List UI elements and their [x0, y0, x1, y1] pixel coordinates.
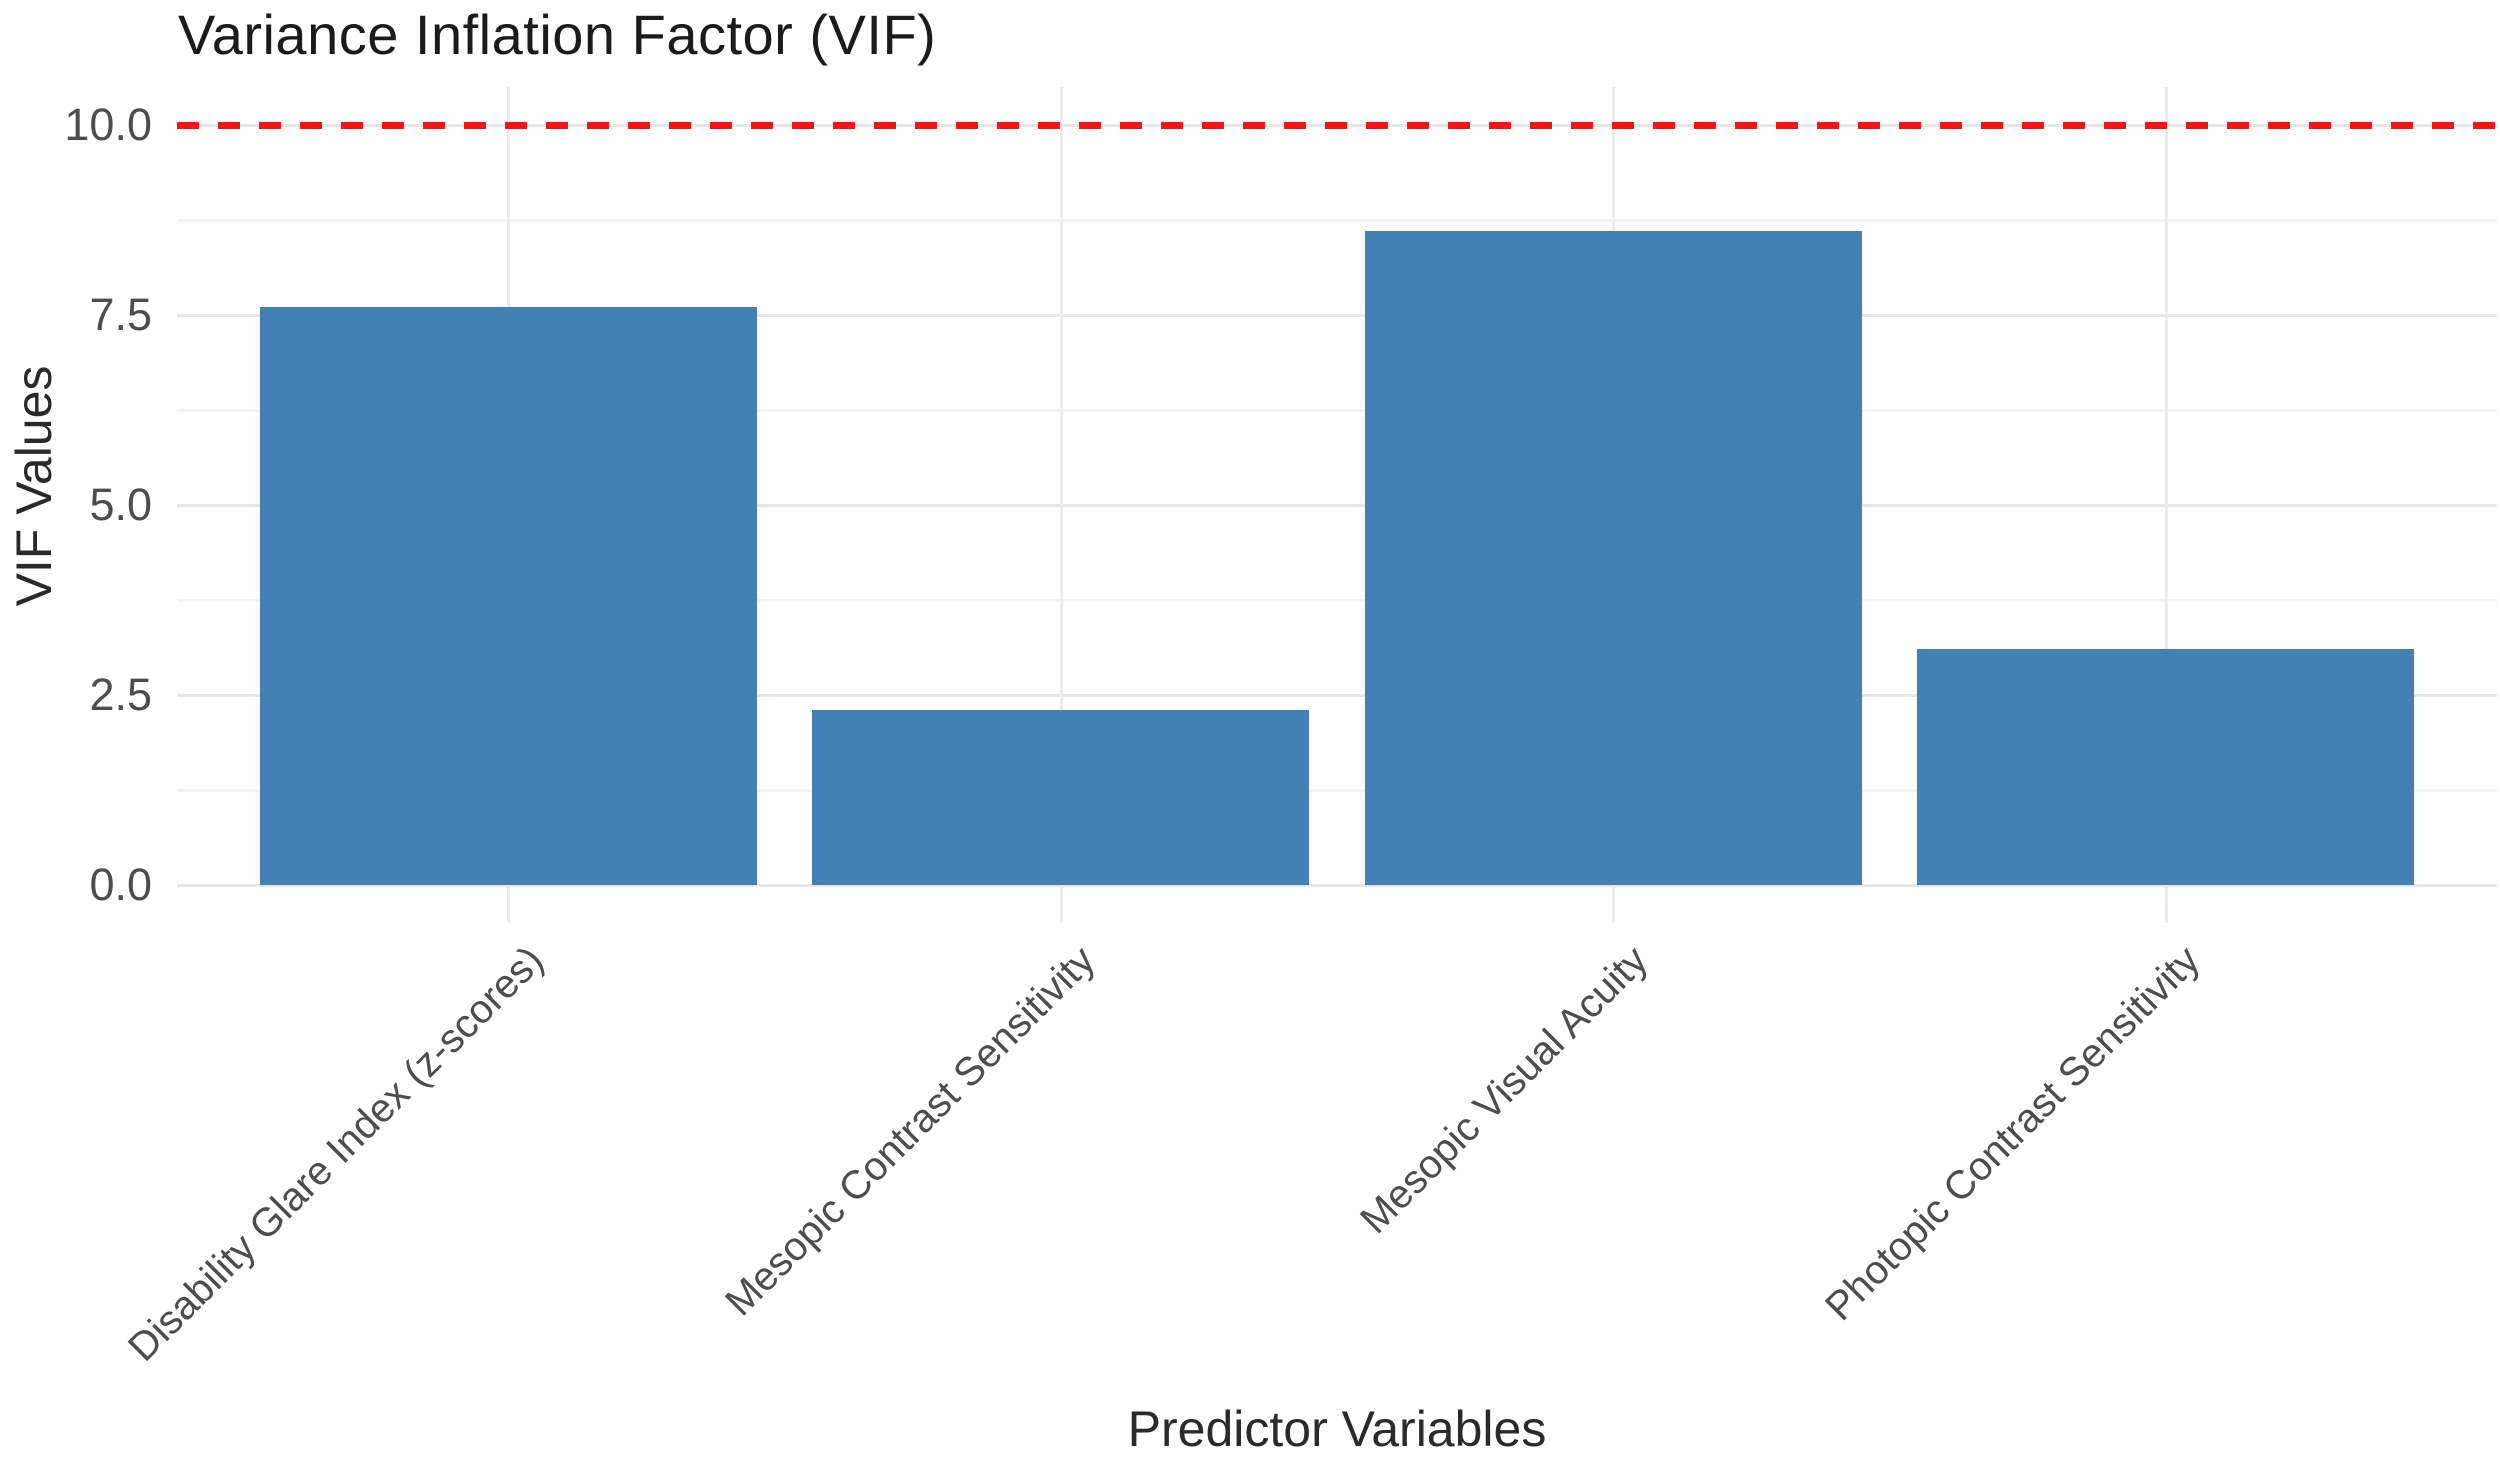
bar	[1364, 231, 1862, 885]
chart-title: Variance Inflation Factor (VIF)	[178, 3, 937, 66]
y-tick-label: 2.5	[89, 669, 152, 720]
threshold-line	[177, 122, 2497, 129]
minor-gridline	[177, 409, 2497, 412]
major-gridline	[177, 694, 2497, 697]
y-tick-label: 0.0	[89, 859, 152, 910]
vertical-gridline	[1059, 87, 1063, 923]
bar	[812, 710, 1310, 885]
major-gridline	[177, 314, 2497, 317]
x-tick-label: Photopic Contrast Sensitivity	[1817, 938, 2209, 1330]
bar	[1917, 649, 2415, 885]
x-axis-title: Predictor Variables	[1127, 1401, 1547, 1457]
x-tick-label: Mesopic Contrast Sensitivity	[717, 938, 1104, 1325]
major-gridline	[177, 504, 2497, 507]
minor-gridline	[177, 599, 2497, 602]
x-tick-label: Mesopic Visual Acuity	[1352, 938, 1657, 1243]
y-tick-label: 5.0	[89, 479, 152, 530]
minor-gridline	[177, 789, 2497, 792]
major-gridline	[177, 884, 2497, 887]
y-tick-label: 7.5	[89, 289, 152, 340]
vertical-gridline	[2164, 87, 2168, 923]
bar	[259, 307, 757, 885]
plot-panel	[177, 87, 2497, 923]
y-tick-label: 10.0	[64, 99, 152, 150]
minor-gridline	[177, 219, 2497, 222]
x-tick-label: Disability Glare Index (z-scores)	[119, 938, 552, 1370]
